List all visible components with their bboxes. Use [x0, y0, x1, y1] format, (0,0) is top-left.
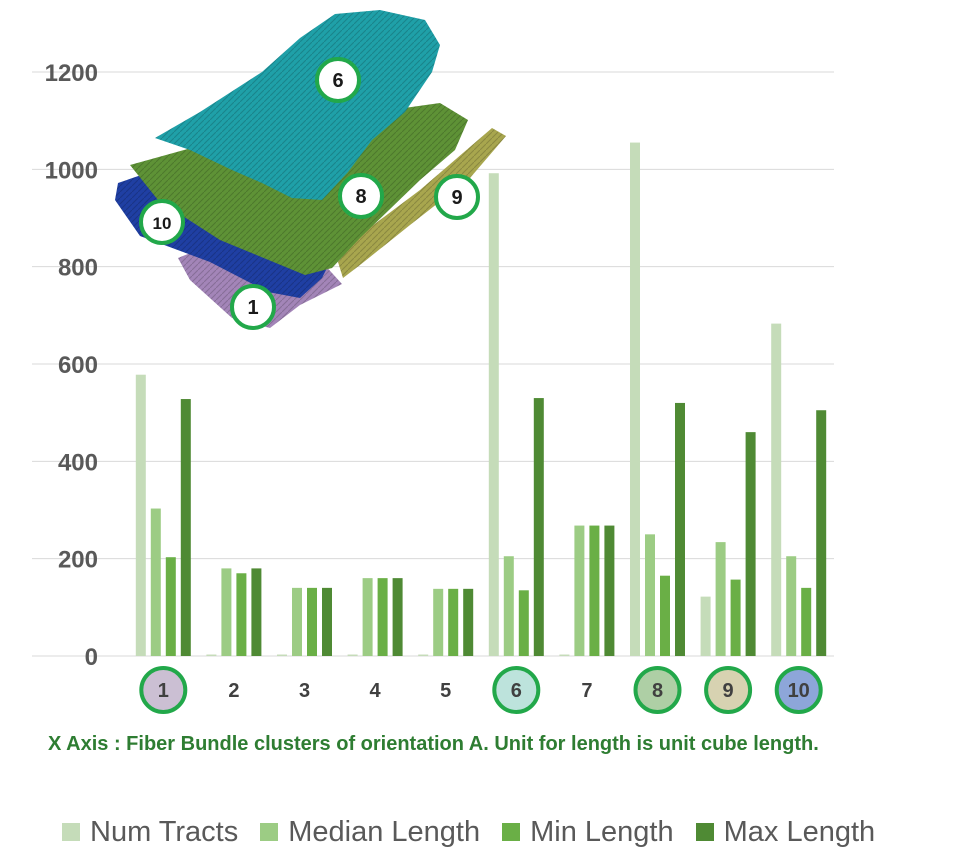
bar-median-length-4: [362, 578, 373, 656]
marker-1: 1: [230, 284, 276, 330]
bar-min-length-5: [448, 588, 459, 656]
x-tick-label: 4: [370, 680, 382, 702]
bar-num-tracts-2: [206, 654, 217, 656]
bar-max-length-10: [816, 410, 827, 656]
y-tick-label: 800: [58, 255, 98, 282]
x-tick-label: 7: [581, 680, 592, 702]
y-tick-label: 0: [85, 644, 98, 671]
bar-median-length-3: [292, 587, 302, 656]
bar-num-tracts-8: [630, 142, 640, 657]
bar-median-length-8: [645, 534, 655, 656]
bar-median-length-10: [786, 556, 797, 656]
bar-max-length-1: [180, 399, 191, 656]
bar-max-length-3: [322, 587, 332, 656]
bar-num-tracts-5: [418, 654, 429, 656]
bar-min-length-1: [165, 557, 176, 656]
marker-9: 9: [434, 174, 480, 220]
bar-max-length-4: [392, 578, 403, 656]
bar-min-length-8: [660, 575, 670, 656]
legend: Num Tracts Median Length Min Length Max Len…: [62, 812, 875, 852]
legend-item: Median Length: [260, 816, 480, 849]
bar-min-length-6: [518, 590, 529, 656]
legend-item: Min Length: [502, 816, 674, 849]
bar-num-tracts-6: [488, 173, 499, 656]
bar-min-length-3: [307, 587, 317, 656]
x-tick-label: 2: [228, 680, 239, 702]
svg-text:10: 10: [153, 214, 172, 233]
bar-median-length-5: [433, 588, 444, 656]
bar-num-tracts-9: [700, 596, 711, 656]
legend-swatch: [695, 823, 714, 841]
x-tick-label: 9: [723, 680, 734, 702]
bar-max-length-2: [251, 568, 262, 656]
x-tick-label: 6: [511, 680, 522, 702]
legend-label: Num Tracts: [90, 815, 239, 848]
bar-median-length-9: [715, 542, 726, 656]
x-tick-label: 1: [158, 680, 169, 702]
bar-min-length-7: [589, 525, 600, 656]
x-axis-caption: X Axis : Fiber Bundle clusters of orient…: [48, 733, 819, 755]
bar-median-length-7: [574, 525, 585, 656]
bar-num-tracts-10: [771, 323, 782, 656]
legend-item: Num Tracts: [62, 816, 238, 849]
legend-swatch: [502, 823, 521, 841]
y-tick-label: 1000: [45, 157, 98, 184]
y-tick-label: 400: [58, 449, 98, 476]
marker-8: 8: [338, 173, 384, 219]
bar-num-tracts-1: [135, 374, 146, 656]
x-tick-label: 10: [788, 680, 810, 702]
y-tick-label: 200: [58, 547, 98, 574]
bar-max-length-8: [675, 402, 685, 656]
x-tick-highlight-9: [704, 666, 753, 714]
legend-item: Max Length: [695, 815, 876, 849]
x-tick-highlight-6: [492, 666, 541, 714]
x-tick-label: 8: [652, 680, 663, 702]
bar-min-length-2: [236, 573, 247, 656]
bar-num-tracts-3: [277, 654, 287, 656]
svg-text:6: 6: [332, 70, 343, 92]
bar-max-length-5: [463, 588, 474, 656]
legend-label: Median Length: [288, 815, 481, 848]
svg-text:9: 9: [451, 187, 462, 209]
y-tick-label: 1200: [45, 60, 98, 87]
x-tick-label: 5: [440, 680, 451, 702]
y-tick-label: 600: [58, 352, 98, 379]
svg-text:1: 1: [247, 297, 258, 319]
legend-swatch: [62, 823, 80, 841]
bar-median-length-1: [150, 508, 161, 656]
bar-min-length-10: [801, 587, 812, 656]
x-axis-ticks: 1 2 3 4 5 6 7 8 9 10: [139, 666, 823, 714]
marker-10: 10: [139, 199, 185, 245]
bar-max-length-7: [604, 525, 615, 656]
x-tick-label: 3: [299, 680, 310, 702]
legend-label: Max Length: [723, 815, 876, 848]
marker-6: 6: [315, 57, 361, 103]
svg-text:8: 8: [355, 186, 366, 208]
legend-swatch: [260, 823, 279, 841]
bar-max-length-6: [533, 398, 544, 656]
x-tick-highlight-8: [633, 666, 682, 714]
x-tick-highlight-1: [139, 666, 188, 714]
bar-max-length-9: [745, 432, 756, 656]
bar-median-length-6: [503, 556, 514, 656]
bar-min-length-4: [377, 578, 388, 656]
fiber-bundle-illustration: 6 8 9 10 1: [115, 10, 506, 330]
x-tick-highlight-10: [774, 666, 823, 714]
y-axis-ticks: 0 200 400 600 800 1000 1200: [45, 60, 98, 671]
bar-num-tracts-7: [559, 654, 570, 656]
bar-min-length-9: [730, 579, 741, 656]
bars: [135, 142, 827, 657]
bar-num-tracts-4: [347, 654, 358, 656]
legend-label: Min Length: [530, 815, 674, 848]
bar-median-length-2: [221, 568, 232, 656]
